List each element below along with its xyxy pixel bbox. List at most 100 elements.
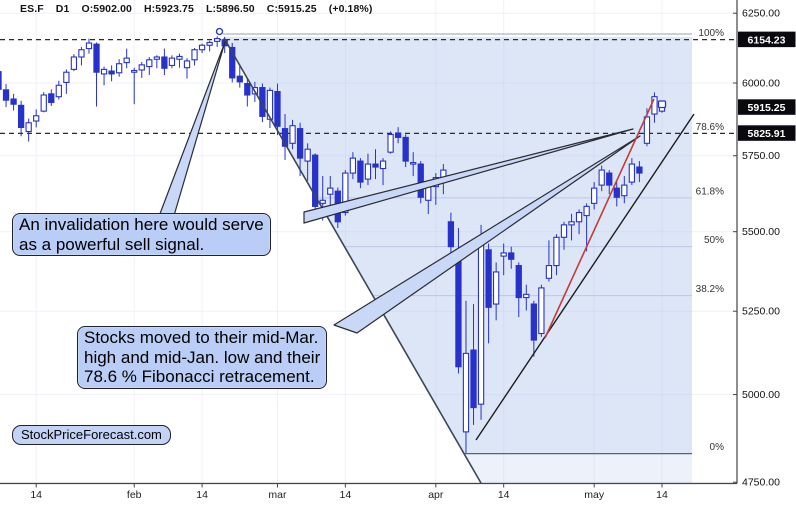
candle-body bbox=[289, 125, 296, 144]
candle-body bbox=[48, 93, 55, 104]
candle-body bbox=[508, 252, 515, 260]
peak-marker-icon bbox=[215, 27, 224, 36]
price-badge-label: 6154.23 bbox=[748, 34, 786, 46]
callout-pointer[interactable] bbox=[303, 128, 634, 224]
ascending-trendline[interactable] bbox=[475, 113, 695, 441]
candle-body bbox=[176, 55, 183, 60]
candle-body bbox=[583, 205, 590, 217]
candle-body bbox=[78, 49, 85, 58]
candle-body bbox=[364, 163, 372, 180]
price-badges: 6154.23 5915.25 5825.91 bbox=[738, 31, 796, 141]
candle-body bbox=[266, 89, 274, 120]
close-value: C:5915.25 bbox=[266, 3, 317, 15]
candle-body bbox=[123, 57, 130, 64]
x-tick-label: apr bbox=[428, 489, 444, 501]
candle-body bbox=[115, 63, 123, 74]
candle-body bbox=[613, 187, 620, 198]
candle-body bbox=[296, 128, 304, 159]
fib-label-bg bbox=[693, 26, 727, 39]
candle-body bbox=[183, 60, 191, 69]
x-tick-label: mar bbox=[268, 489, 287, 501]
y-tick-label: 4750.00 bbox=[742, 477, 780, 489]
y-tick-label: 6250.00 bbox=[742, 8, 780, 20]
candle-body bbox=[379, 160, 387, 170]
price-badge bbox=[738, 125, 796, 141]
open-value: O:5902.00 bbox=[81, 3, 132, 15]
red-trendline[interactable] bbox=[544, 98, 655, 339]
candle-body bbox=[319, 199, 326, 204]
candle-body bbox=[281, 128, 289, 147]
high-value: H:5923.75 bbox=[144, 3, 194, 15]
candle-body bbox=[198, 44, 206, 51]
x-tick-label: 14 bbox=[498, 489, 510, 501]
candle-body bbox=[327, 187, 334, 195]
candle-body bbox=[85, 42, 93, 50]
low-value: L:5896.50 bbox=[205, 3, 255, 15]
candle-body bbox=[621, 184, 628, 197]
candle-body bbox=[477, 236, 485, 405]
candle-body bbox=[455, 249, 462, 368]
fib-level-label: 100% bbox=[698, 28, 724, 39]
x-tick-label: 14 bbox=[656, 489, 668, 501]
candle-body bbox=[259, 87, 266, 117]
last-price-marker-icon bbox=[657, 100, 667, 109]
candle-body bbox=[372, 163, 379, 168]
y-tick-label: 6000.00 bbox=[742, 77, 780, 89]
candle-body bbox=[606, 172, 613, 186]
fib-label-bg bbox=[693, 119, 727, 132]
annotation-sell-signal[interactable]: An invalidation here would serve as a po… bbox=[12, 213, 271, 256]
candle-body bbox=[545, 265, 553, 279]
fib-shade-lower bbox=[464, 454, 692, 483]
candle-body bbox=[538, 287, 545, 335]
symbol-label: ES.F bbox=[20, 3, 44, 15]
candle-body bbox=[17, 104, 25, 128]
candle-body bbox=[146, 59, 153, 68]
candle-body bbox=[63, 71, 70, 83]
candle-body bbox=[643, 116, 651, 144]
fib-shading bbox=[223, 37, 692, 483]
candle-body bbox=[70, 56, 78, 70]
candle-body bbox=[244, 83, 251, 96]
y-tick-label: 5750.00 bbox=[742, 150, 780, 162]
chart-title-bar: ES.F D1 O:5902.00 H:5923.75 L:5896.50 C:… bbox=[20, 3, 381, 15]
trendlines[interactable] bbox=[157, 37, 695, 484]
callout-pointer[interactable] bbox=[157, 41, 226, 220]
candle-body bbox=[470, 349, 477, 409]
candle-body bbox=[100, 68, 108, 75]
candle-body bbox=[342, 172, 349, 214]
candle-body bbox=[530, 303, 537, 341]
y-tick-label: 5000.00 bbox=[742, 389, 780, 401]
candle-body bbox=[575, 211, 583, 223]
candle-body bbox=[462, 352, 470, 433]
candle-body bbox=[591, 187, 598, 204]
candle-body bbox=[25, 122, 32, 133]
candle-body bbox=[312, 154, 319, 207]
fib-level-label: 78.6% bbox=[696, 122, 724, 133]
fib-shade-main bbox=[223, 37, 692, 454]
candle-body bbox=[229, 46, 236, 79]
fib-level-label: 38.2% bbox=[696, 284, 724, 295]
price-badge bbox=[738, 99, 796, 115]
candle-body bbox=[515, 265, 522, 299]
y-tick-label: 5500.00 bbox=[742, 226, 780, 238]
candle-body bbox=[523, 293, 530, 299]
candle-body bbox=[131, 69, 138, 73]
fib-level-label: 0% bbox=[710, 442, 725, 453]
axes: 14 feb 14 mar 14 apr 14 may 14 6250.00 6000.00 5750… bbox=[0, 0, 780, 501]
x-tick-label: 14 bbox=[30, 489, 42, 501]
candle-body bbox=[553, 236, 560, 267]
candle-body bbox=[10, 98, 17, 105]
callout-pointer[interactable] bbox=[333, 135, 641, 334]
candle-body bbox=[500, 252, 507, 257]
annotation-fibonacci[interactable]: Stocks moved to their mid-Mar. high and … bbox=[77, 326, 328, 389]
descending-trendline[interactable] bbox=[223, 37, 482, 484]
candle-body bbox=[206, 41, 213, 46]
timeframe-label: D1 bbox=[55, 3, 70, 15]
fib-level-label: 61.8% bbox=[696, 186, 724, 197]
change-value: (+0.18%) bbox=[328, 3, 373, 15]
candle-body bbox=[387, 133, 394, 153]
fib-level-label: 50% bbox=[704, 235, 724, 246]
candle-body bbox=[168, 57, 176, 66]
